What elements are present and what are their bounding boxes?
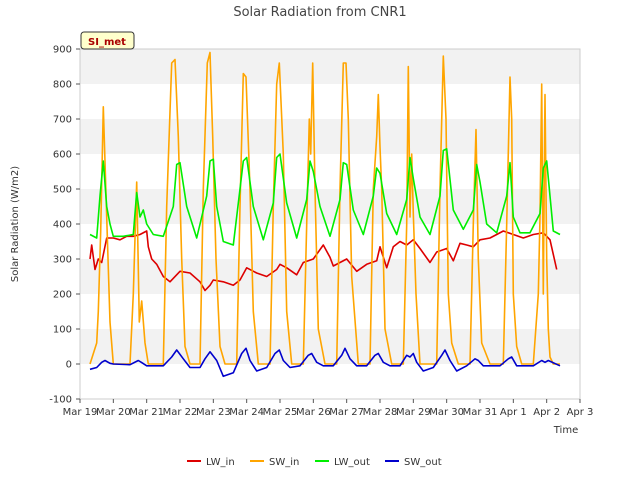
y-tick-label: -100	[49, 395, 72, 406]
series-line-lw-in	[89, 230, 558, 292]
legend-label: SW_in	[269, 457, 299, 468]
x-tick-label: Mar 26	[296, 407, 331, 418]
y-tick-label: 900	[53, 45, 72, 56]
legend-label: SW_out	[404, 457, 442, 468]
y-axis-label: Solar Radiation (W/m2)	[10, 166, 21, 282]
y-tick-label: 600	[53, 150, 72, 161]
grid-band	[80, 189, 580, 224]
x-tick-label: Mar 19	[63, 407, 98, 418]
x-tick-label: Mar 25	[263, 407, 298, 418]
grid-band	[80, 84, 580, 119]
site-badge-box	[80, 31, 135, 50]
y-tick-label: 700	[53, 115, 72, 126]
series-line-sw-in	[89, 51, 560, 365]
x-tick-label: Mar 27	[329, 407, 364, 418]
legend: LW_in SW_in LW_out SW_out	[187, 457, 442, 468]
y-axis-ticks: -100 0 100 200 300 400 500 600 700 800 900	[49, 45, 80, 406]
site-badge-label: SI_met	[88, 37, 126, 48]
x-tick-label: Apr 1	[500, 407, 527, 418]
grid-band	[80, 224, 580, 259]
y-tick-label: 500	[53, 185, 72, 196]
grid-band	[80, 154, 580, 189]
series-line-lw-out	[89, 148, 561, 246]
x-tick-label: Mar 31	[463, 407, 498, 418]
grid-band	[80, 49, 580, 84]
y-tick-label: 200	[53, 290, 72, 301]
x-tick-label: Mar 29	[396, 407, 431, 418]
y-tick-label: 400	[53, 220, 72, 231]
grid-band	[80, 364, 580, 399]
x-tick-label: Mar 22	[163, 407, 198, 418]
series-line-sw-out	[89, 347, 561, 378]
x-tick-label: Mar 23	[196, 407, 231, 418]
legend-label: LW_out	[334, 457, 370, 468]
series-layer	[89, 51, 561, 378]
y-tick-label: 800	[53, 80, 72, 91]
chart-title: Solar Radiation from CNR1	[233, 5, 406, 20]
x-tick-label: Apr 2	[533, 407, 560, 418]
x-tick-label: Mar 24	[229, 407, 264, 418]
y-tick-label: 300	[53, 255, 72, 266]
y-tick-label: 100	[53, 325, 72, 336]
grid-band	[80, 329, 580, 364]
x-axis-label: Time	[553, 425, 578, 436]
grid-band	[80, 119, 580, 154]
x-tick-label: Mar 21	[129, 407, 164, 418]
grid-bands	[80, 49, 580, 399]
legend-label: LW_in	[206, 457, 235, 468]
y-tick-label: 0	[66, 360, 72, 371]
x-tick-label: Mar 20	[96, 407, 131, 418]
grid-band	[80, 294, 580, 329]
x-tick-label: Apr 3	[567, 407, 594, 418]
x-tick-label: Mar 30	[429, 407, 464, 418]
site-badge: SI_met	[80, 31, 135, 50]
x-tick-label: Mar 28	[363, 407, 398, 418]
